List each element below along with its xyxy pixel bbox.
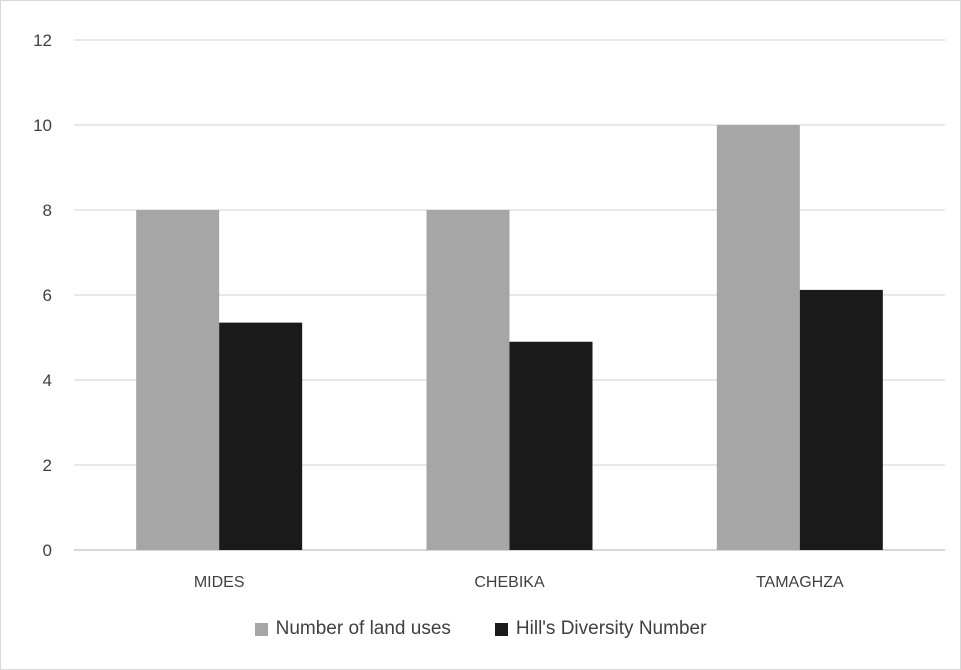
y-tick-label: 2 (43, 456, 52, 475)
y-tick-label: 8 (43, 201, 52, 220)
legend: Number of land uses Hill's Diversity Num… (0, 618, 961, 640)
y-axis-ticks: 0 2 4 6 8 10 12 (33, 31, 52, 560)
legend-item-series-0: Number of land uses (254, 618, 451, 640)
legend-swatch-series-1 (494, 622, 508, 636)
legend-label-series-1: Hill's Diversity Number (515, 618, 707, 639)
bar-mides-series-1 (219, 322, 303, 550)
bar-mides-series-0 (136, 210, 220, 550)
x-category-label: MIDES (194, 574, 245, 591)
y-tick-label: 10 (33, 116, 52, 135)
bars (136, 125, 883, 550)
bar-chebika-series-0 (426, 210, 510, 550)
legend-swatch-series-0 (254, 622, 268, 636)
legend-item-series-1: Hill's Diversity Number (494, 618, 707, 640)
y-tick-label: 4 (43, 371, 52, 390)
bar-tamaghza-series-0 (716, 125, 800, 550)
legend-label-series-0: Number of land uses (275, 618, 451, 639)
x-category-label: CHEBIKA (474, 574, 545, 591)
bar-chart: 0 2 4 6 8 10 12 MIDES CHEBIKA TAMAGHZA (33, 31, 945, 591)
x-axis-categories: MIDES CHEBIKA TAMAGHZA (194, 574, 844, 591)
y-tick-label: 6 (43, 286, 52, 305)
bar-chebika-series-1 (509, 341, 593, 550)
y-tick-label: 0 (43, 541, 52, 560)
x-category-label: TAMAGHZA (756, 574, 844, 591)
bar-tamaghza-series-1 (799, 289, 883, 550)
y-tick-label: 12 (33, 31, 52, 50)
